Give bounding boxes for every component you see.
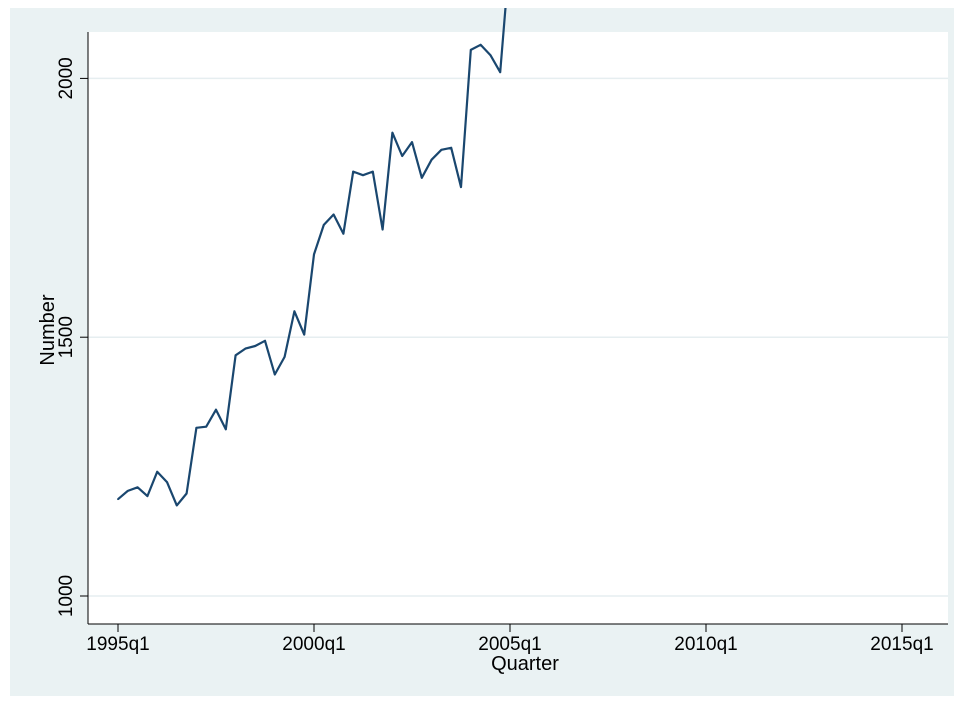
x-axis-title: Quarter [491,653,559,675]
y-tick-label: 1000 [56,575,77,617]
data-point-1996q4 [185,492,188,495]
x-tick-label: 2010q1 [674,634,737,655]
data-point-2002q3 [411,141,413,144]
data-point-2000q3 [332,213,335,216]
data-point-1998q1 [234,354,237,357]
data-point-1997q1 [195,426,198,429]
data-point-2001q4 [381,228,384,231]
x-tick-label: 2015q1 [870,634,933,655]
data-point-1996q2 [166,481,168,483]
data-point-2001q2 [362,174,364,177]
y-axis-title: Number [37,294,59,365]
data-point-2000q1 [313,253,315,256]
line-chart: 100015002000250030001995q12000q12005q120… [37,8,948,675]
data-point-1998q2 [244,347,247,350]
data-point-2000q2 [322,224,325,226]
data-point-1999q3 [293,310,296,313]
axes: 100015002000250030001995q12000q12005q120… [56,32,948,655]
grid-lines [88,77,948,597]
x-tick-label: 2000q1 [282,634,345,655]
data-point-1995q1 [117,498,119,501]
x-tick-label: 2005q1 [478,634,541,655]
series-line [117,8,507,507]
data-point-2002q2 [401,155,404,157]
data-point-2004q1 [469,49,472,51]
data-point-2004q2 [479,43,482,46]
series-layer [117,8,507,507]
data-point-1995q3 [136,486,139,489]
data-point-1999q1 [273,373,276,376]
data-point-2004q4 [499,71,502,74]
data-point-2003q3 [450,146,453,149]
data-point-1995q2 [126,490,129,492]
chart-frame: 100015002000250030001995q12000q12005q120… [10,8,954,696]
data-point-1997q4 [224,428,227,431]
data-point-2000q4 [342,232,345,235]
data-point-2002q4 [420,176,423,179]
data-point-1995q4 [146,495,149,497]
data-point-2001q1 [352,170,355,173]
plot-area [88,32,948,624]
data-point-1996q3 [175,504,178,507]
data-point-1999q4 [303,333,306,336]
x-tick-label: 1995q1 [86,634,149,655]
data-point-2003q2 [440,148,443,151]
data-point-1998q3 [254,345,257,347]
y-tick-label: 1500 [56,316,77,358]
data-point-2001q3 [371,170,374,173]
data-point-2002q1 [391,131,394,134]
data-point-1997q2 [205,425,208,428]
data-point-1997q3 [215,408,217,411]
y-tick-label: 2000 [56,57,77,99]
data-point-2003q4 [460,186,462,189]
data-point-1996q1 [156,470,159,473]
data-point-1999q2 [283,356,286,358]
data-point-2003q1 [430,158,433,161]
data-point-2004q3 [489,54,492,56]
data-point-1998q4 [264,339,266,342]
